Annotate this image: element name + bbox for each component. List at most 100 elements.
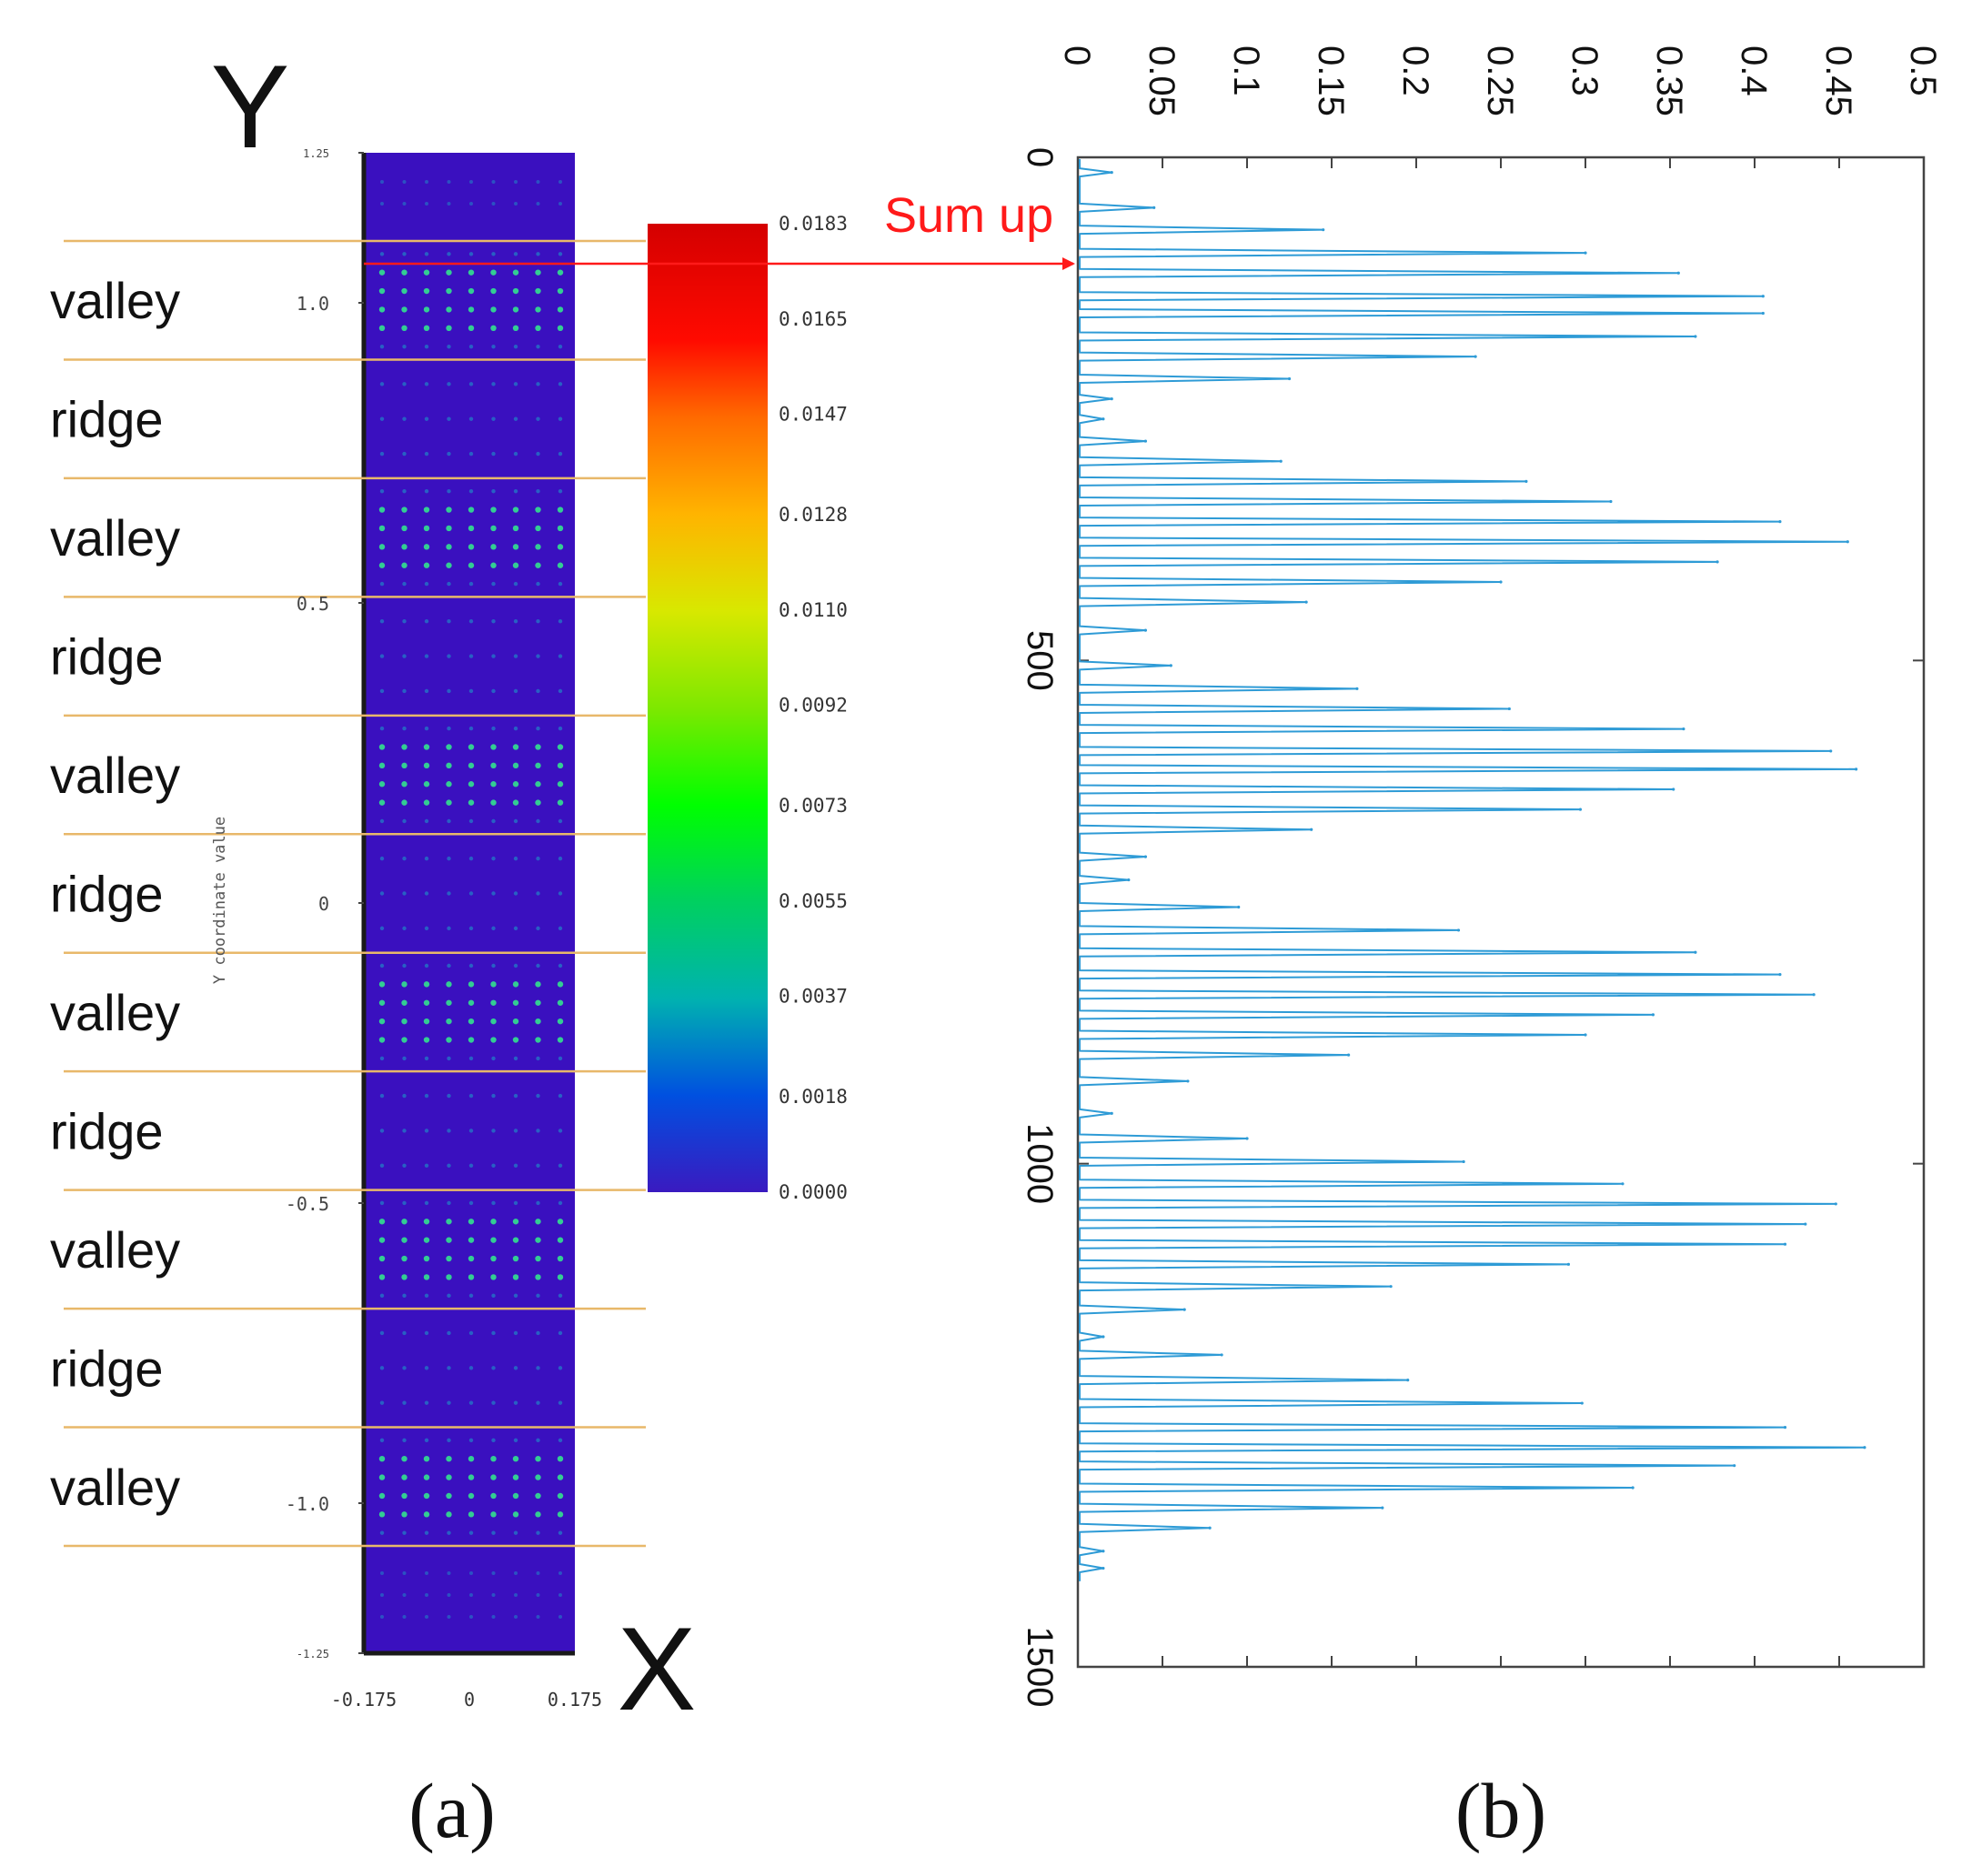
- heatmap-dot: [379, 726, 385, 731]
- signal-peak: [1715, 560, 1719, 564]
- heatmap-dot: [424, 1163, 429, 1168]
- heatmap-dot: [379, 451, 385, 456]
- heatmap-dot: [557, 1511, 564, 1518]
- heatmap-dot: [402, 252, 407, 256]
- signal-peak: [1783, 1242, 1787, 1246]
- signal-peak: [1220, 1353, 1223, 1357]
- heatmap-dot: [446, 1037, 452, 1043]
- heatmap-dot: [512, 1474, 519, 1480]
- heatmap-dot: [468, 1366, 474, 1370]
- heatmap-dot: [558, 202, 562, 206]
- sum-up-label: Sum up: [884, 188, 1053, 243]
- heatmap-dot: [558, 818, 563, 824]
- heatmap-dot: [447, 416, 451, 421]
- heatmap-dot: [536, 1615, 540, 1619]
- signal-peak: [1694, 335, 1697, 338]
- colorbar-tick-label: 0.0073: [779, 795, 848, 817]
- signal-peak: [1310, 828, 1313, 831]
- region-label-ridge: ridge: [50, 391, 164, 448]
- heatmap-dot: [468, 1438, 474, 1443]
- heatmap-dot: [558, 180, 562, 184]
- signal-peak: [1733, 1464, 1736, 1468]
- heatmap-dot: [558, 654, 563, 658]
- heatmap-dot: [513, 252, 518, 256]
- heatmap-dot: [424, 451, 429, 456]
- heatmap-dot: [490, 306, 497, 313]
- heatmap-dot: [424, 382, 429, 386]
- heatmap-dot: [536, 416, 540, 421]
- heatmap-dot: [512, 744, 519, 750]
- heatmap-dot: [490, 999, 497, 1006]
- signal-peak: [1761, 311, 1765, 316]
- region-labels: valley ridge valley ridge valley ridge valley r…: [50, 272, 180, 1516]
- heatmap-dot: [512, 1255, 519, 1262]
- heatmap-dot: [490, 1455, 497, 1462]
- heatmap-dot: [447, 963, 451, 968]
- heatmap-dot: [491, 726, 496, 731]
- heatmap-dot: [536, 488, 540, 494]
- sample-tick-label: 500: [1020, 630, 1060, 691]
- heatmap-dot: [379, 891, 385, 896]
- heatmap-dot: [446, 1511, 452, 1518]
- heatmap-dot: [513, 1293, 518, 1299]
- heatmap-dot: [557, 325, 564, 332]
- axis-letter-y: Y: [211, 40, 290, 173]
- heatmap-dot: [491, 1330, 496, 1336]
- heatmap-dot: [401, 544, 407, 550]
- signal-series: [1079, 159, 1866, 1581]
- heatmap-dot: [468, 1492, 475, 1500]
- heatmap-dot: [536, 1330, 540, 1336]
- heatmap-dot: [402, 1593, 407, 1597]
- heatmap-dot: [468, 525, 475, 532]
- heatmap-dot: [491, 488, 496, 494]
- heatmap-dot: [469, 1615, 473, 1619]
- heatmap-dot: [402, 654, 407, 658]
- heatmap-dot: [468, 891, 474, 896]
- heatmap-dot: [402, 202, 407, 206]
- signal-peak: [1152, 206, 1156, 209]
- heatmap-dot: [402, 488, 407, 494]
- heatmap-dot: [447, 1330, 451, 1336]
- heatmap-dot: [380, 180, 384, 184]
- heatmap-dot: [468, 1255, 475, 1262]
- signal-peak: [1474, 355, 1477, 358]
- heatmap-dot: [536, 1163, 540, 1168]
- heatmap-y-tick-label: 1.25: [303, 147, 329, 160]
- heatmap-dot: [558, 891, 563, 896]
- heatmap-dot: [558, 1593, 562, 1597]
- heatmap-dot: [447, 382, 451, 386]
- heatmap-dot: [402, 1366, 407, 1370]
- heatmap-dot: [424, 1293, 429, 1299]
- heatmap-dot: [468, 488, 474, 494]
- heatmap-dot: [423, 1219, 430, 1225]
- heatmap-dot: [468, 856, 474, 861]
- heatmap-dot: [491, 654, 496, 658]
- heatmap-x-tick-label: 0.175: [548, 1689, 602, 1710]
- heatmap-dot: [401, 287, 407, 295]
- heatmap-dot: [469, 202, 473, 206]
- heatmap-dot: [491, 1530, 496, 1535]
- heatmap-dot: [491, 382, 496, 386]
- heatmap-dot: [512, 1511, 519, 1518]
- heatmap-dot: [558, 1615, 562, 1619]
- heatmap-dot: [557, 781, 564, 788]
- heatmap-dot: [512, 507, 519, 513]
- signal-peak: [1355, 687, 1359, 690]
- heatmap-dot: [557, 1018, 564, 1025]
- colorbar-tick-label: 0.0128: [779, 504, 848, 526]
- heatmap-dot: [491, 688, 496, 694]
- heatmap-dot: [513, 1366, 518, 1370]
- signal-peak: [1456, 928, 1461, 932]
- heatmap-dot: [513, 1129, 518, 1133]
- heatmap-dot: [535, 1274, 541, 1280]
- heatmap-dot: [401, 781, 407, 788]
- heatmap-dot: [447, 1093, 451, 1099]
- heatmap-dot: [513, 488, 518, 494]
- heatmap-dot: [535, 1018, 541, 1025]
- heatmap-dot: [490, 1492, 497, 1500]
- signal-peak: [1169, 664, 1172, 667]
- heatmap-dot: [423, 762, 430, 769]
- heatmap-dot: [468, 544, 475, 550]
- heatmap-y-tick-label: 0.5: [297, 593, 329, 615]
- heatmap-dot: [447, 488, 451, 494]
